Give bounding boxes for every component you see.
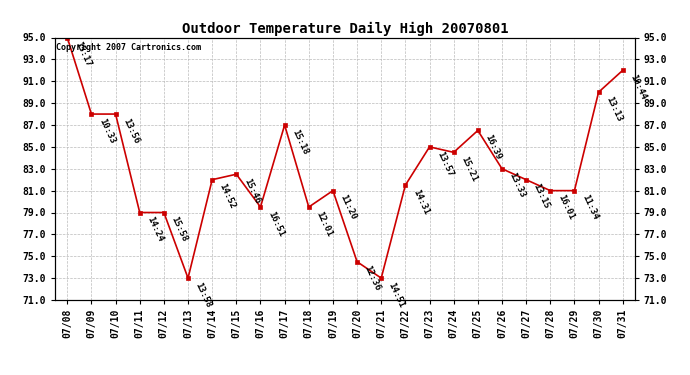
Text: 15:21: 15:21 [460,155,479,183]
Text: 15:58: 15:58 [170,215,189,243]
Text: 16:01: 16:01 [556,194,575,222]
Text: 13:57: 13:57 [435,150,455,178]
Text: 14:51: 14:51 [387,281,406,309]
Text: 15:46: 15:46 [242,177,262,205]
Text: 13:33: 13:33 [508,171,527,200]
Text: 15:18: 15:18 [290,128,310,156]
Text: Copyright 2007 Cartronics.com: Copyright 2007 Cartronics.com [57,43,201,52]
Text: 13:13: 13:13 [604,95,624,123]
Text: 11:20: 11:20 [339,194,358,222]
Text: 15:17: 15:17 [73,40,92,69]
Text: 13:15: 13:15 [532,183,551,211]
Text: 14:24: 14:24 [146,215,165,243]
Text: 13:58: 13:58 [194,281,213,309]
Text: 12:36: 12:36 [363,264,382,292]
Title: Outdoor Temperature Daily High 20070801: Outdoor Temperature Daily High 20070801 [181,22,509,36]
Text: 14:31: 14:31 [411,188,431,216]
Text: 10:44: 10:44 [629,73,648,101]
Text: 11:34: 11:34 [580,194,600,222]
Text: 13:56: 13:56 [121,117,141,145]
Text: 16:51: 16:51 [266,210,286,238]
Text: 16:39: 16:39 [484,133,503,161]
Text: 10:33: 10:33 [97,117,117,145]
Text: 12:01: 12:01 [315,210,334,238]
Text: 14:52: 14:52 [218,183,237,211]
